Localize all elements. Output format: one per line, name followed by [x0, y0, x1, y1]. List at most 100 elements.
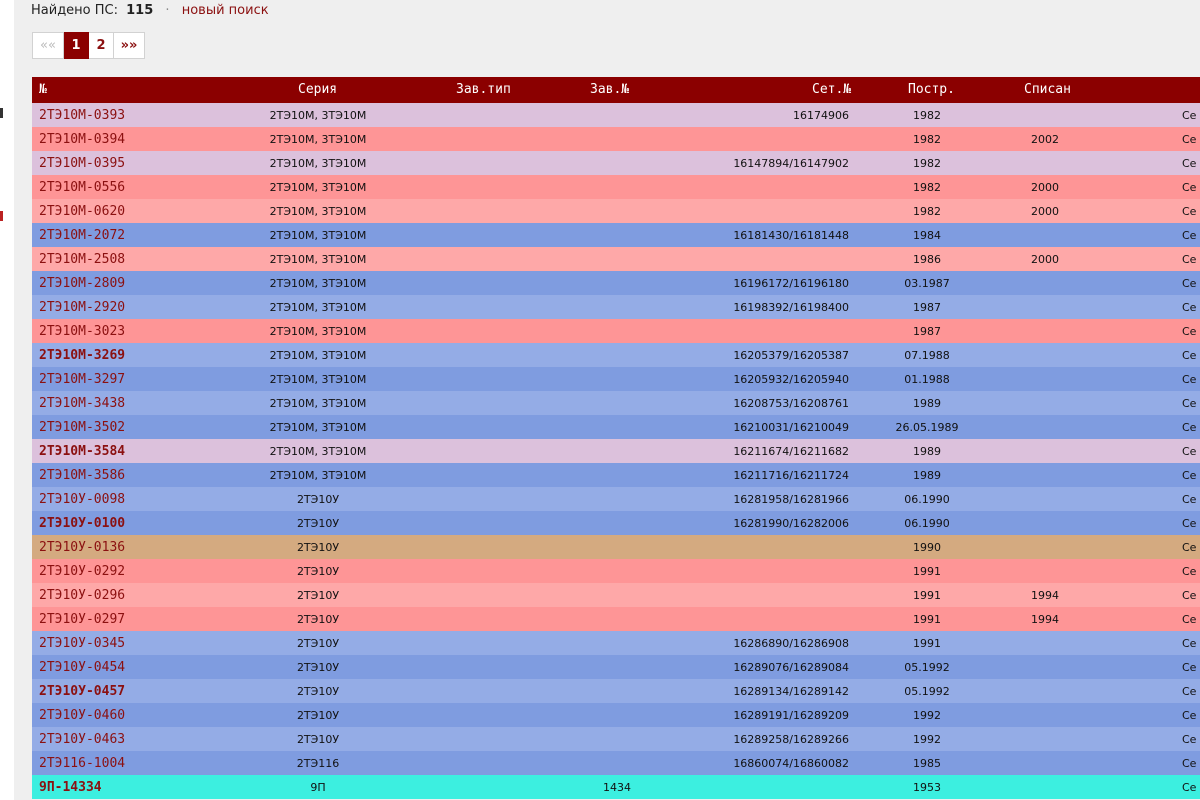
- pagination-page-2[interactable]: 2: [89, 32, 114, 59]
- row-extra-cell: Се: [1182, 421, 1197, 434]
- col-header-series[interactable]: Серия: [298, 82, 338, 97]
- row-set-num: 16198392/16198400: [733, 301, 849, 314]
- main-content: Найдено ПС: 115 · новый поиск «« 1 2 »» …: [14, 0, 1200, 800]
- row-number-link[interactable]: 2ТЭ10У-0100: [39, 516, 126, 531]
- row-set-num: 16860074/16860082: [733, 757, 849, 770]
- row-built: 1987: [913, 301, 941, 314]
- row-written-off: 1994: [1031, 613, 1059, 626]
- row-built: 05.1992: [904, 661, 950, 674]
- row-set-num: 16211716/16211724: [733, 469, 849, 482]
- row-series: 2ТЭ10М, 3ТЭ10М: [269, 277, 367, 290]
- row-extra-cell: Се: [1182, 373, 1197, 386]
- row-number-link[interactable]: 2ТЭ10М-3502: [39, 420, 126, 435]
- row-number-link[interactable]: 2ТЭ10У-0457: [39, 684, 126, 699]
- row-series: 2ТЭ10У: [296, 613, 340, 626]
- row-series: 2ТЭ10М, 3ТЭ10М: [269, 229, 367, 242]
- row-number-link[interactable]: 2ТЭ10У-0463: [39, 732, 126, 747]
- table-row: 2ТЭ10М-3269 2ТЭ10М, 3ТЭ10М 16205379/162053…: [32, 343, 1200, 367]
- row-number-link[interactable]: 2ТЭ10М-2920: [39, 300, 126, 315]
- row-extra-cell: Се: [1182, 301, 1197, 314]
- table-row: 2ТЭ10М-0395 2ТЭ10М, 3ТЭ10М 16147894/161479…: [32, 151, 1200, 175]
- row-extra-cell: Се: [1182, 637, 1197, 650]
- row-series: 9П: [310, 781, 326, 794]
- row-number-link[interactable]: 2ТЭ116-1004: [39, 756, 126, 771]
- row-number-link[interactable]: 2ТЭ10У-0297: [39, 612, 126, 627]
- row-extra-cell: Се: [1182, 205, 1197, 218]
- row-number-link[interactable]: 2ТЭ10М-0394: [39, 132, 126, 147]
- row-number-link[interactable]: 2ТЭ10У-0460: [39, 708, 126, 723]
- new-search-link[interactable]: новый поиск: [181, 3, 269, 18]
- row-set-num: 16205379/16205387: [733, 349, 849, 362]
- row-set-num: 16205932/16205940: [733, 373, 849, 386]
- row-extra-cell: Се: [1182, 685, 1197, 698]
- row-number-link[interactable]: 2ТЭ10М-0395: [39, 156, 126, 171]
- row-built: 03.1987: [904, 277, 950, 290]
- row-written-off: 2000: [1031, 253, 1059, 266]
- col-header-zav-num[interactable]: Зав.№: [590, 82, 630, 97]
- row-number-link[interactable]: 2ТЭ10У-0098: [39, 492, 126, 507]
- row-extra-cell: Се: [1182, 733, 1197, 746]
- row-number-link[interactable]: 2ТЭ10У-0296: [39, 588, 126, 603]
- row-series: 2ТЭ10М, 3ТЭ10М: [269, 133, 367, 146]
- table-row: 2ТЭ10М-2508 2ТЭ10М, 3ТЭ10М 1986 2000 Се: [32, 247, 1200, 271]
- row-number-link[interactable]: 2ТЭ10М-3269: [39, 348, 126, 363]
- row-number-link[interactable]: 2ТЭ10У-0454: [39, 660, 126, 675]
- row-number-link[interactable]: 2ТЭ10У-0292: [39, 564, 126, 579]
- table-row: 2ТЭ10М-3023 2ТЭ10М, 3ТЭ10М 1987 Се: [32, 319, 1200, 343]
- pagination-page-1[interactable]: 1: [64, 32, 89, 59]
- row-number-link[interactable]: 2ТЭ10У-0136: [39, 540, 126, 555]
- row-series: 2ТЭ10У: [296, 541, 340, 554]
- row-number-link[interactable]: 2ТЭ10М-3586: [39, 468, 126, 483]
- table-row: 9П-14334 9П 1434 1953 Се: [32, 775, 1200, 799]
- col-header-zav-type[interactable]: Зав.тип: [456, 82, 511, 97]
- row-extra-cell: Се: [1182, 541, 1197, 554]
- results-separator: ·: [165, 3, 170, 18]
- row-number-link[interactable]: 2ТЭ10У-0345: [39, 636, 126, 651]
- results-summary: Найдено ПС: 115 · новый поиск: [31, 2, 269, 20]
- table-row: 2ТЭ10У-0296 2ТЭ10У 1991 1994 Се: [32, 583, 1200, 607]
- row-built: 1982: [913, 133, 941, 146]
- table-row: 2ТЭ10У-0098 2ТЭ10У 16281958/16281966 06.199…: [32, 487, 1200, 511]
- col-header-built[interactable]: Постр.: [908, 82, 955, 97]
- edge-mark: [0, 108, 3, 118]
- table-header: № Серия Зав.тип Зав.№ Сет.№ Постр. Списа…: [32, 77, 1200, 103]
- table-row: 2ТЭ10У-0345 2ТЭ10У 16286890/16286908 1991 Се: [32, 631, 1200, 655]
- row-number-link[interactable]: 2ТЭ10М-3023: [39, 324, 126, 339]
- pagination-next-button[interactable]: »»: [114, 32, 145, 59]
- row-built: 1982: [913, 157, 941, 170]
- row-set-num: 16211674/16211682: [733, 445, 849, 458]
- table-row: 2ТЭ10У-0136 2ТЭ10У 1990 Се: [32, 535, 1200, 559]
- row-set-num: 16210031/16210049: [733, 421, 849, 434]
- row-number-link[interactable]: 2ТЭ10М-0556: [39, 180, 126, 195]
- row-number-link[interactable]: 2ТЭ10М-0620: [39, 204, 126, 219]
- row-number-link[interactable]: 2ТЭ10М-3297: [39, 372, 126, 387]
- row-built: 05.1992: [904, 685, 950, 698]
- row-number-link[interactable]: 2ТЭ10М-2809: [39, 276, 126, 291]
- row-number-link[interactable]: 9П-14334: [39, 780, 102, 795]
- row-number-link[interactable]: 2ТЭ10М-3584: [39, 444, 126, 459]
- row-number-link[interactable]: 2ТЭ10М-3438: [39, 396, 126, 411]
- table-row: 2ТЭ10М-0620 2ТЭ10М, 3ТЭ10М 1982 2000 Се: [32, 199, 1200, 223]
- row-extra-cell: Се: [1182, 565, 1197, 578]
- col-header-set-num[interactable]: Сет.№: [812, 82, 852, 97]
- row-built: 1987: [913, 325, 941, 338]
- row-number-link[interactable]: 2ТЭ10М-0393: [39, 108, 126, 123]
- row-built: 1989: [913, 397, 941, 410]
- row-set-num: 16208753/16208761: [733, 397, 849, 410]
- row-series: 2ТЭ10У: [296, 517, 340, 530]
- table-row: 2ТЭ10У-0100 2ТЭ10У 16281990/16282006 06.199…: [32, 511, 1200, 535]
- row-series: 2ТЭ10М, 3ТЭ10М: [269, 253, 367, 266]
- row-zav-num: 1434: [603, 781, 631, 794]
- row-written-off: 1994: [1031, 589, 1059, 602]
- table-row: 2ТЭ10М-3586 2ТЭ10М, 3ТЭ10М 16211716/162117…: [32, 463, 1200, 487]
- row-series: 2ТЭ116: [296, 757, 340, 770]
- col-header-written-off[interactable]: Списан: [1024, 82, 1071, 97]
- table-row: 2ТЭ10М-2809 2ТЭ10М, 3ТЭ10М 16196172/161961…: [32, 271, 1200, 295]
- row-series: 2ТЭ10М, 3ТЭ10М: [269, 469, 367, 482]
- col-header-num[interactable]: №: [39, 82, 47, 97]
- pagination-first-button[interactable]: ««: [32, 32, 64, 59]
- row-built: 1989: [913, 469, 941, 482]
- row-number-link[interactable]: 2ТЭ10М-2072: [39, 228, 126, 243]
- row-number-link[interactable]: 2ТЭ10М-2508: [39, 252, 126, 267]
- table-row: 2ТЭ10М-3502 2ТЭ10М, 3ТЭ10М 16210031/162100…: [32, 415, 1200, 439]
